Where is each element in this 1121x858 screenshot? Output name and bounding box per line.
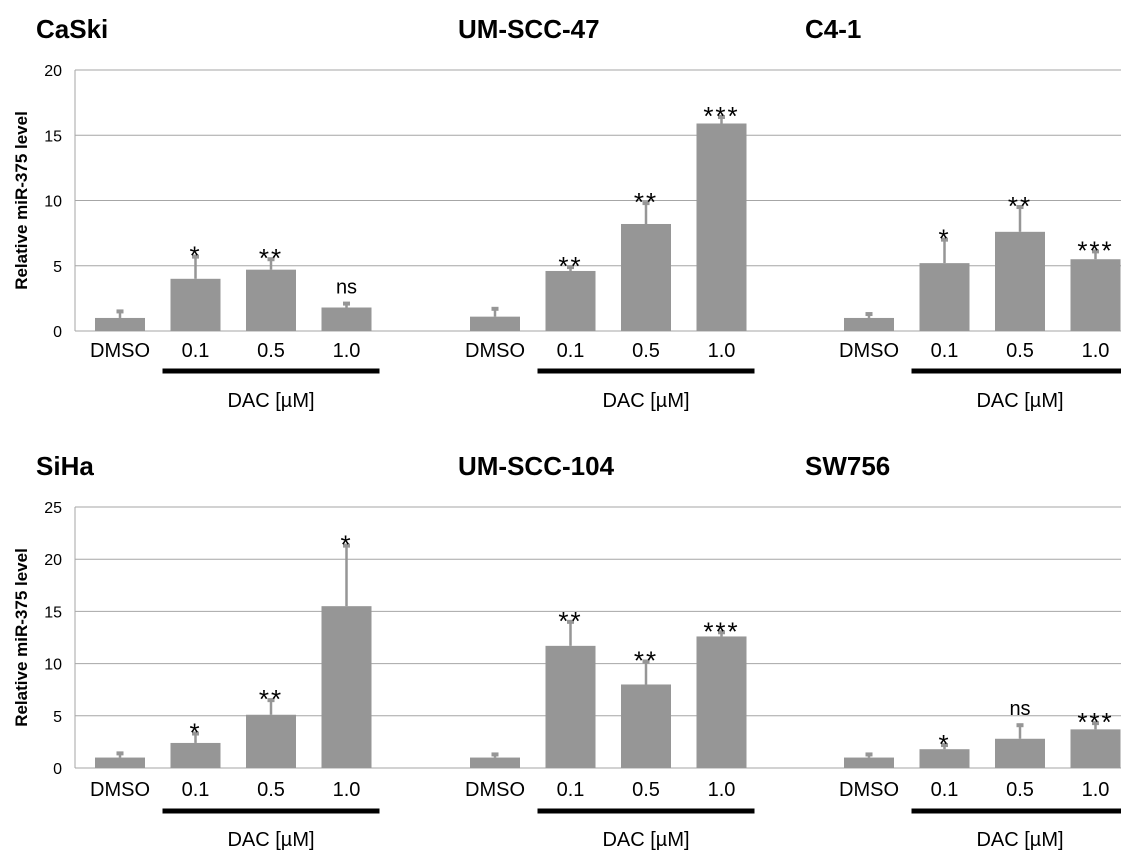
x-tick-label: 0.5 [257,340,285,362]
bar [95,317,145,331]
significance-label: * [938,224,950,254]
bar [321,307,372,331]
bar [470,316,520,331]
group-label: DAC [µM] [602,829,689,851]
bar [170,278,221,331]
bar [621,223,671,331]
bar [1070,729,1121,768]
bar [95,757,145,768]
significance-label: ** [634,646,658,676]
panel-title: SiHa [36,451,94,481]
x-tick-label: 1.0 [708,779,736,801]
x-tick-label: 1.0 [1082,340,1110,362]
significance-label: ** [634,187,658,217]
significance-label: ** [558,251,582,281]
x-tick-label: DMSO [465,779,525,801]
bar [545,645,596,768]
x-tick-label: DMSO [90,340,150,362]
y-tick-label: 10 [44,657,62,674]
significance-label: *** [1077,707,1113,737]
panel-title: UM-SCC-104 [458,451,615,481]
bar [246,269,296,331]
bar [321,606,372,768]
x-tick-label: 0.5 [632,779,660,801]
bar [170,742,221,768]
significance-label: ns [336,277,357,299]
x-tick-label: 0.1 [557,340,585,362]
bar [844,757,894,768]
x-tick-label: 1.0 [1082,779,1110,801]
y-tick-label: 25 [44,500,62,517]
y-tick-label: 15 [44,128,62,145]
y-tick-label: 5 [53,709,62,726]
panel-title: C4-1 [805,14,861,44]
y-tick-label: 10 [44,194,62,211]
group-label: DAC [µM] [602,390,689,412]
significance-label: * [189,718,201,748]
group-label: DAC [µM] [227,390,314,412]
significance-label: *** [703,616,739,646]
bar [919,749,970,768]
x-tick-label: 0.1 [182,340,210,362]
y-tick-label: 0 [53,761,62,778]
panel-title: CaSki [36,14,108,44]
bar [696,636,747,768]
significance-label: ** [558,606,582,636]
y-tick-label: 20 [44,552,62,569]
bar [621,684,671,768]
significance-label: * [938,729,950,759]
bar [919,263,970,331]
x-tick-label: 1.0 [708,340,736,362]
bar [844,317,894,331]
significance-label: * [189,241,201,271]
y-tick-label: 5 [53,259,62,276]
x-tick-label: DMSO [839,779,899,801]
group-label: DAC [µM] [976,829,1063,851]
significance-label: ** [259,684,283,714]
x-tick-label: DMSO [465,340,525,362]
bar [995,738,1045,768]
x-tick-label: 0.1 [931,779,959,801]
bar [545,270,596,331]
x-tick-label: 0.5 [1006,340,1034,362]
bar [1070,259,1121,331]
y-tick-label: 15 [44,604,62,621]
x-tick-label: 0.5 [257,779,285,801]
x-tick-label: 0.1 [557,779,585,801]
x-tick-label: 0.5 [632,340,660,362]
bar [696,123,747,331]
group-label: DAC [µM] [227,829,314,851]
x-tick-label: 0.1 [931,340,959,362]
bar [995,231,1045,331]
y-axis-title: Relative miR-375 level [12,111,31,290]
y-tick-label: 0 [53,324,62,341]
significance-label: ** [1008,191,1032,221]
group-label: DAC [µM] [976,390,1063,412]
significance-label: * [340,530,352,560]
y-axis-title: Relative miR-375 level [12,548,31,727]
y-tick-label: 20 [44,63,62,80]
x-tick-label: DMSO [90,779,150,801]
x-tick-label: 1.0 [333,340,361,362]
panel-title: UM-SCC-47 [458,14,600,44]
bar [246,714,296,768]
x-tick-label: 0.5 [1006,779,1034,801]
significance-label: ** [259,243,283,273]
significance-label: *** [1077,235,1113,265]
bar [470,757,520,768]
significance-label: ns [1009,698,1030,720]
x-tick-label: 0.1 [182,779,210,801]
panel-title: SW756 [805,451,890,481]
x-tick-label: 1.0 [333,779,361,801]
x-tick-label: DMSO [839,340,899,362]
significance-label: *** [703,101,739,131]
